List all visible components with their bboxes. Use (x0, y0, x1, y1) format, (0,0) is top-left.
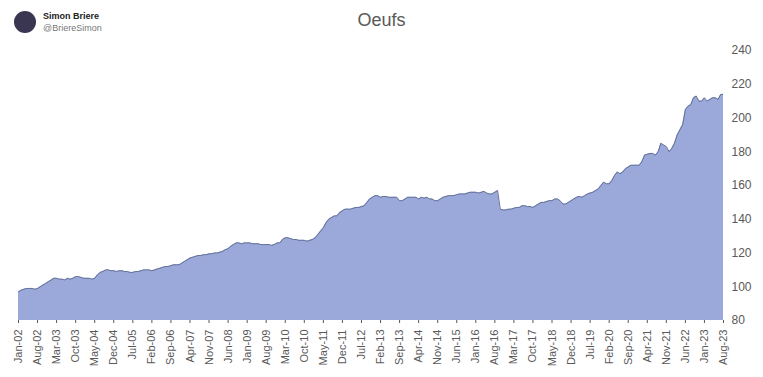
svg-text:Nov-21: Nov-21 (660, 330, 672, 365)
html-text:Simon Briere: Simon Briere (43, 11, 99, 21)
svg-text:200: 200 (732, 111, 752, 125)
svg-text:Aug-09: Aug-09 (260, 330, 272, 365)
svg-text:140: 140 (732, 212, 752, 226)
svg-text:Dec-04: Dec-04 (107, 330, 119, 365)
svg-text:Jan-16: Jan-16 (469, 330, 481, 364)
svg-text:Apr-21: Apr-21 (641, 330, 653, 363)
html-text:@BriereSimon: @BriereSimon (43, 23, 102, 33)
svg-text:Mar-03: Mar-03 (50, 330, 62, 365)
svg-text:Jul-19: Jul-19 (584, 330, 596, 360)
svg-text:160: 160 (732, 178, 752, 192)
svg-text:Sep-20: Sep-20 (622, 330, 634, 365)
svg-text:Aug-23: Aug-23 (717, 330, 729, 365)
svg-text:120: 120 (732, 246, 752, 260)
svg-text:100: 100 (732, 280, 752, 294)
svg-text:Apr-07: Apr-07 (184, 330, 196, 363)
svg-text:Feb-20: Feb-20 (603, 330, 615, 365)
svg-text:220: 220 (732, 77, 752, 91)
svg-text:Oct-10: Oct-10 (298, 330, 310, 363)
svg-text:Aug-02: Aug-02 (31, 330, 43, 365)
svg-text:240: 240 (732, 43, 752, 57)
svg-text:Apr-14: Apr-14 (412, 330, 424, 363)
svg-text:Sep-13: Sep-13 (393, 330, 405, 365)
svg-text:May-11: May-11 (317, 330, 329, 366)
svg-text:May-04: May-04 (88, 330, 100, 367)
svg-text:Aug-16: Aug-16 (488, 330, 500, 365)
svg-text:Mar-10: Mar-10 (279, 330, 291, 365)
html-text:Oeufs: Oeufs (357, 10, 406, 30)
svg-text:Oct-17: Oct-17 (526, 330, 538, 363)
svg-text:Jul-05: Jul-05 (126, 330, 138, 360)
svg-text:180: 180 (732, 145, 752, 159)
svg-text:Jan-23: Jan-23 (698, 330, 710, 364)
svg-text:Jan-02: Jan-02 (12, 330, 24, 364)
svg-text:Jun-22: Jun-22 (679, 330, 691, 364)
svg-text:Feb-06: Feb-06 (145, 330, 157, 365)
svg-text:Jul-12: Jul-12 (355, 330, 367, 360)
svg-text:Mar-17: Mar-17 (507, 330, 519, 365)
svg-text:Oct-03: Oct-03 (69, 330, 81, 363)
svg-text:Nov-14: Nov-14 (431, 330, 443, 365)
svg-text:Dec-11: Dec-11 (336, 330, 348, 365)
svg-text:Jan-09: Jan-09 (241, 330, 253, 364)
svg-text:Jun-08: Jun-08 (222, 330, 234, 364)
svg-text:Nov-07: Nov-07 (203, 330, 215, 365)
svg-text:Dec-18: Dec-18 (565, 330, 577, 365)
svg-text:Feb-13: Feb-13 (374, 330, 386, 365)
svg-text:May-18: May-18 (546, 330, 558, 367)
svg-text:Jun-15: Jun-15 (450, 330, 462, 364)
svg-text:80: 80 (732, 313, 746, 327)
svg-text:Sep-06: Sep-06 (164, 330, 176, 365)
